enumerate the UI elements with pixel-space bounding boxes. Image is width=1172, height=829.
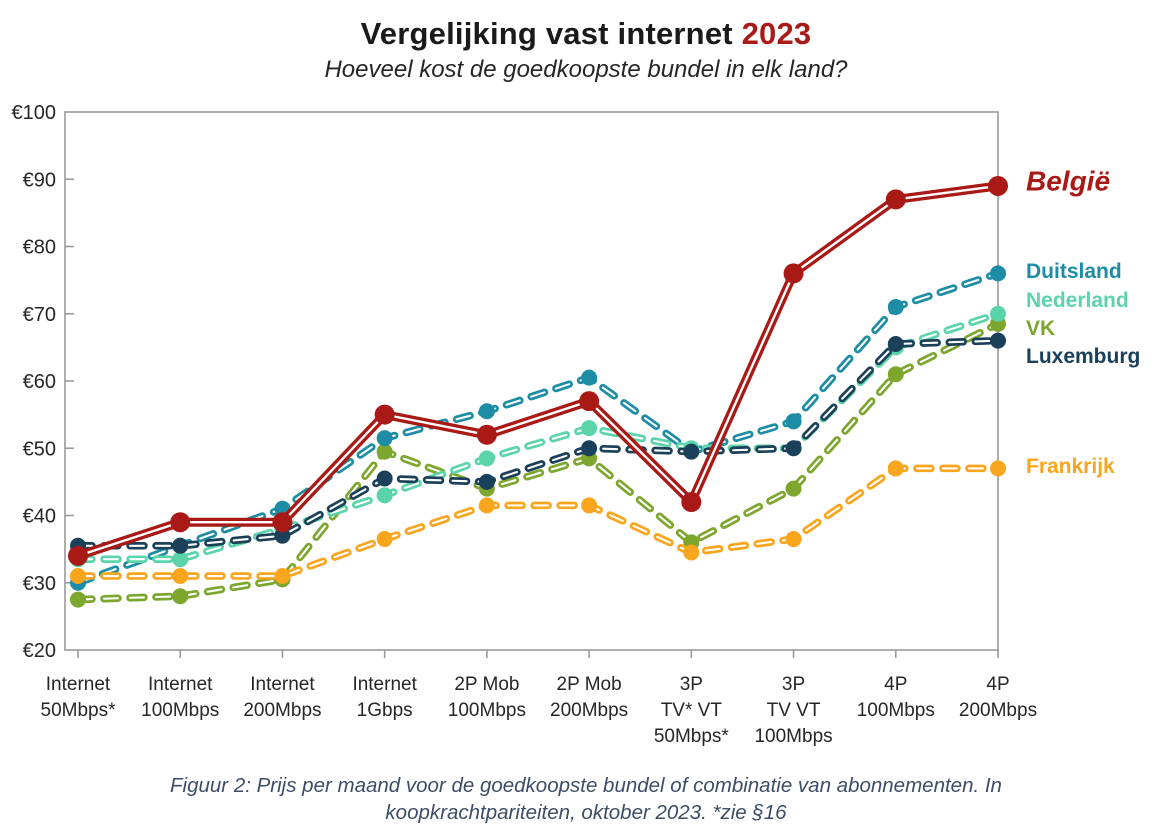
data-point-duitsland (581, 369, 598, 386)
data-point-duitsland (990, 265, 1006, 282)
x-tick-label: 100Mbps (754, 726, 832, 747)
data-point-frankrijk (70, 568, 86, 585)
data-point-belgi (885, 189, 906, 210)
data-point-belgi (579, 391, 600, 412)
data-point-duitsland (785, 413, 802, 430)
figure-caption-text: Figuur 2: Prijs per maand voor de goedko… (170, 774, 1002, 824)
data-point-frankrijk (478, 497, 495, 514)
data-point-belgi (988, 175, 1008, 196)
x-tick-label: 100Mbps (448, 700, 526, 721)
price-line-chart: €20 €30 €40 €50 €60 €70 €80 €90 €100 Internet 50Mb… (12, 102, 1038, 747)
legend-label-vk: VK (1026, 316, 1056, 340)
legend-label-duitsland: Duitsland (1026, 260, 1122, 284)
legend-label-belgie: België (1026, 165, 1111, 197)
legend-label-luxemburg: Luxemburg (1026, 344, 1141, 368)
data-point-nederland (478, 450, 495, 467)
x-tick-label: 2P Mob (557, 674, 622, 695)
legend-label-nederland: Nederland (1026, 288, 1129, 312)
x-tick-label: 3P (782, 674, 805, 695)
x-tick-label: 1Gbps (357, 700, 413, 721)
y-tick-label: €40 (23, 506, 56, 528)
y-tick-label: €60 (23, 371, 56, 393)
data-point-nederland (581, 420, 598, 437)
data-point-nederland (376, 487, 393, 504)
x-tick-label: 100Mbps (857, 700, 935, 721)
x-tick-label: Internet (148, 674, 213, 695)
data-point-frankrijk (887, 460, 904, 477)
data-point-duitsland (887, 299, 904, 316)
x-tick-label: Internet (250, 674, 315, 695)
x-tick-label: 50Mbps* (654, 726, 730, 747)
series-line-stripe-duitsland (76, 272, 1000, 584)
data-point-vk (887, 366, 904, 383)
x-tick-label: 3P (680, 674, 703, 695)
data-point-vk (70, 591, 86, 608)
data-point-duitsland (376, 430, 393, 447)
data-point-belgi (170, 512, 191, 533)
x-tick-label: TV VT (767, 700, 821, 721)
data-point-luxemburg (172, 537, 189, 554)
x-tick-label: 50Mbps* (41, 700, 117, 721)
data-point-nederland (990, 305, 1006, 322)
x-tick-label: Internet (352, 674, 417, 695)
data-point-luxemburg (785, 440, 802, 457)
series-line-stripe-frankrijk (76, 467, 1000, 578)
legend-label-frankrijk: Frankrijk (1026, 455, 1115, 479)
data-point-belgi (681, 492, 702, 513)
series-line-duitsland (74, 269, 1002, 587)
series-line-stripe-vk (76, 322, 1000, 601)
data-point-luxemburg (478, 473, 495, 490)
data-point-frankrijk (172, 568, 189, 585)
y-tick-label: €70 (23, 304, 56, 326)
x-tick-label: 2P Mob (454, 674, 519, 695)
data-point-nederland (172, 551, 189, 568)
data-point-luxemburg (887, 336, 904, 353)
y-tick-label: €100 (12, 102, 57, 124)
x-tick-label: 4P (986, 674, 1009, 695)
x-tick-label: TV* VT (661, 700, 723, 721)
y-tick-label: €30 (23, 573, 56, 595)
y-tick-label: €50 (23, 438, 56, 460)
data-point-duitsland (478, 403, 495, 420)
x-tick-label: 200Mbps (550, 700, 628, 721)
data-point-frankrijk (683, 544, 700, 561)
series-line-belgi (73, 181, 1003, 561)
data-point-vk (376, 443, 393, 460)
data-point-frankrijk (274, 568, 291, 585)
data-point-luxemburg (581, 440, 598, 457)
data-point-luxemburg (376, 470, 393, 487)
y-tick-label: €20 (23, 640, 56, 662)
data-point-frankrijk (376, 531, 393, 548)
data-point-belgi (476, 424, 497, 445)
figure-caption: Figuur 2: Prijs per maand voor de goedko… (0, 772, 1172, 826)
chart-title: Vergelijking vast internet 2023 (0, 16, 1172, 52)
data-point-belgi (374, 404, 395, 425)
x-tick-label: 200Mbps (959, 700, 1037, 721)
x-tick-label: 4P (884, 674, 907, 695)
x-tick-label: Internet (46, 674, 111, 695)
data-point-belgi (272, 512, 293, 533)
data-point-belgi (68, 545, 88, 566)
x-tick-label: 100Mbps (141, 700, 219, 721)
series-line-stripe-luxemburg (76, 339, 1000, 547)
data-point-belgi (783, 263, 804, 284)
series-line-stripe-belgi (76, 184, 1000, 558)
data-point-frankrijk (581, 497, 598, 514)
x-tick-label: 200Mbps (243, 700, 321, 721)
y-tick-label: €80 (23, 237, 56, 259)
data-point-frankrijk (785, 531, 802, 548)
data-point-luxemburg (683, 443, 700, 460)
data-point-frankrijk (990, 460, 1006, 477)
y-tick-label: €90 (23, 169, 56, 191)
data-point-luxemburg (274, 527, 291, 544)
data-point-vk (785, 480, 802, 497)
chart-title-year: 2023 (741, 16, 812, 51)
data-point-vk (172, 588, 189, 605)
data-point-luxemburg (990, 332, 1006, 349)
chart-title-text: Vergelijking vast internet (360, 16, 742, 51)
chart-subtitle: Hoeveel kost de goedkoopste bundel in el… (324, 56, 848, 83)
